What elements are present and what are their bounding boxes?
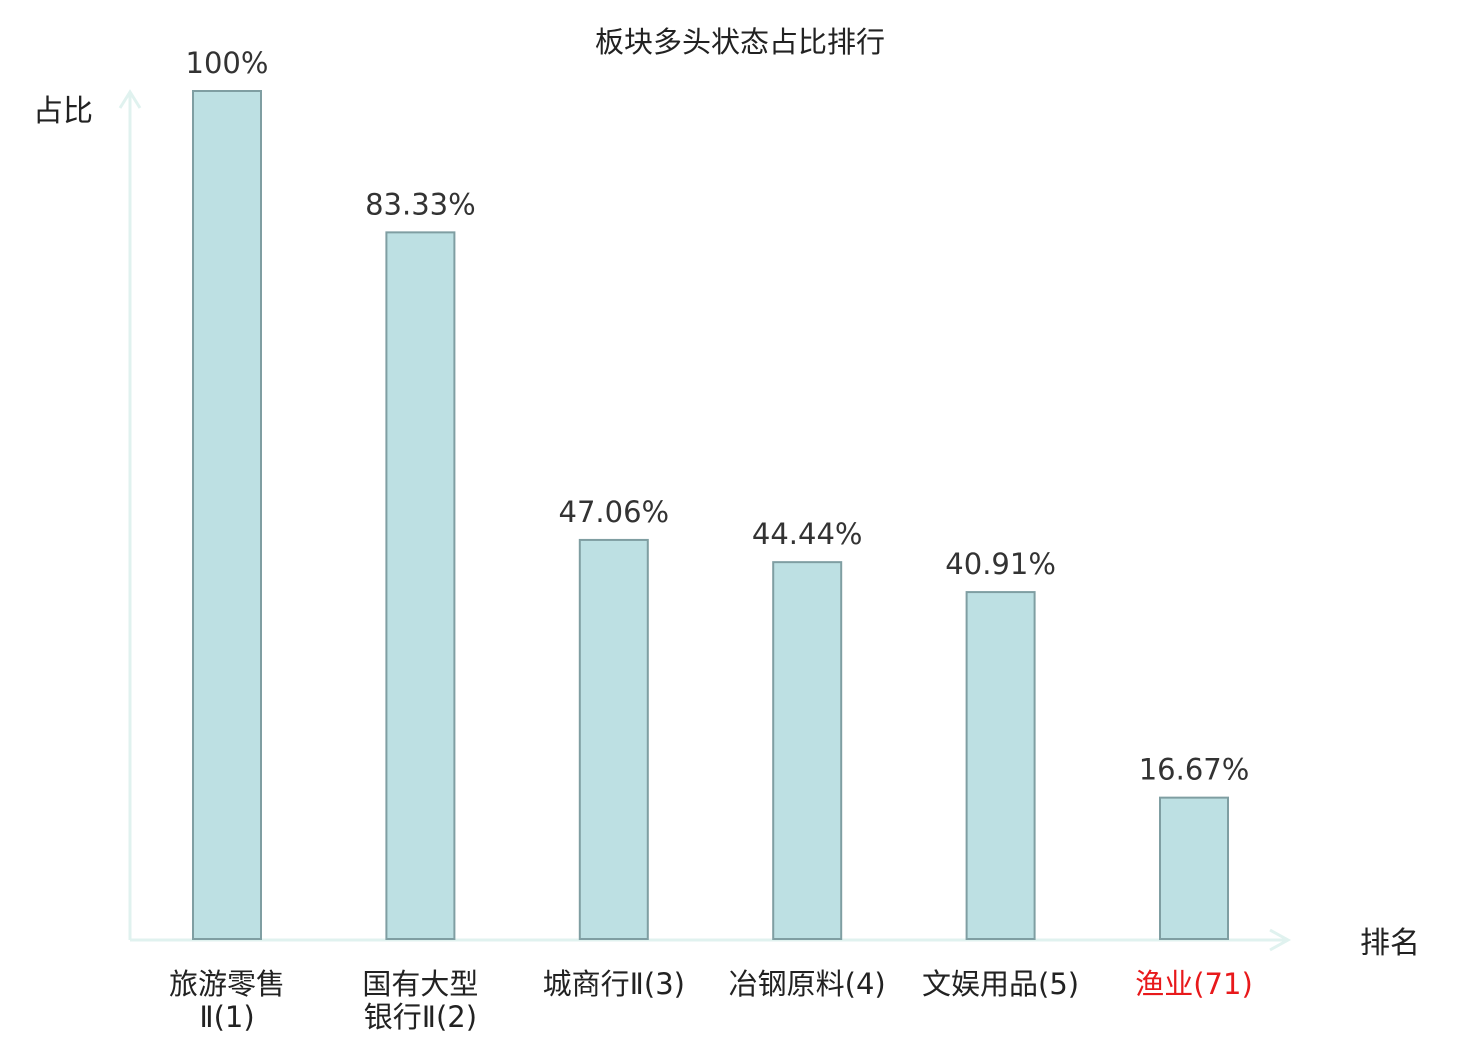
x-axis-label: 排名 <box>1360 926 1420 961</box>
bar-2 <box>385 231 456 941</box>
value-labels: 100% 83.33% 47.06% 44.44% 40.91% 16.67% <box>186 46 1250 787</box>
bar-value-label-5: 40.91% <box>945 547 1056 581</box>
bar-3 <box>578 538 649 940</box>
category-label-1-line-1: 旅游零售 <box>169 967 285 1001</box>
y-axis-arrow <box>118 89 142 109</box>
category-label-2-line-1: 国有大型 <box>362 967 478 1001</box>
bar-1 <box>192 90 262 940</box>
x-axis <box>130 928 1292 952</box>
x-axis-arrow <box>1269 928 1292 952</box>
chart-title: 板块多头状态占比排行 <box>595 25 885 59</box>
bar-value-label-1: 100% <box>186 46 269 80</box>
bar-6 <box>1159 796 1229 941</box>
bar-value-label-6: 16.67% <box>1139 753 1250 787</box>
category-label-5: 文娱用品(5) <box>922 967 1079 1001</box>
bar-4 <box>772 561 843 940</box>
bars <box>192 90 1229 941</box>
category-label-2-line-2: 银行Ⅱ(2) <box>364 1000 477 1034</box>
category-label-3: 城商行Ⅱ(3) <box>543 967 685 1001</box>
bar-value-label-3: 47.06% <box>559 495 670 529</box>
bar-5 <box>965 591 1036 940</box>
bar-value-label-2: 83.33% <box>365 187 476 221</box>
y-axis-label: 占比 <box>33 94 93 129</box>
bar-value-label-4: 44.44% <box>752 517 863 551</box>
y-axis <box>118 89 142 940</box>
category-label-4: 冶钢原料(4) <box>729 967 886 1001</box>
category-label-1-line-2: Ⅱ(1) <box>199 1000 254 1034</box>
category-label-6: 渔业(71) <box>1135 967 1253 1001</box>
